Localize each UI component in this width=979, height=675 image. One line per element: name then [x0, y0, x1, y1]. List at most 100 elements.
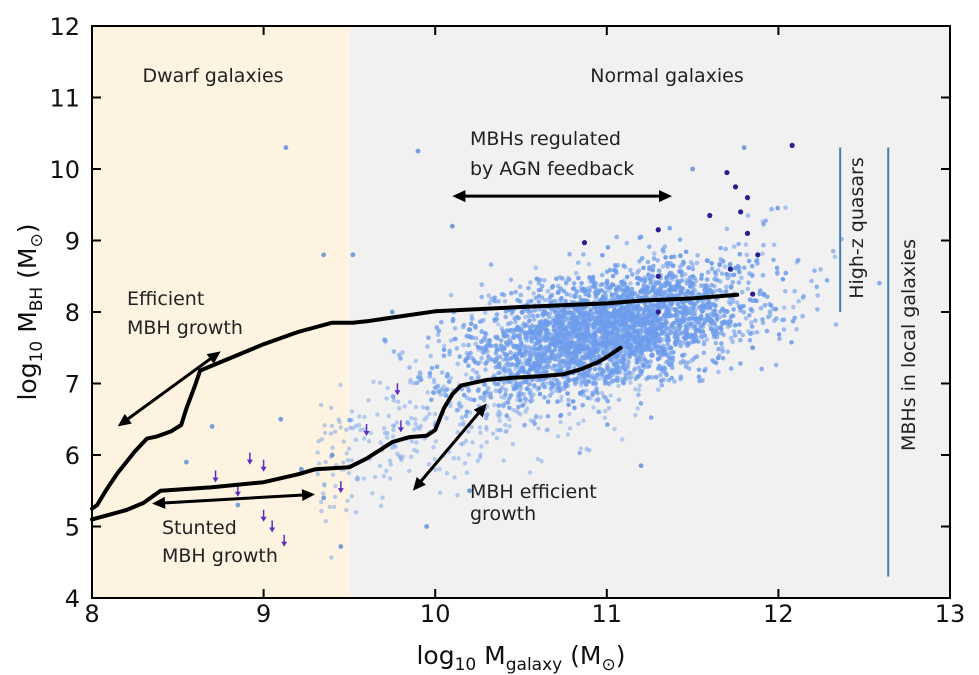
scatter-point [777, 336, 782, 342]
scatter-point [587, 285, 593, 290]
scatter-point [656, 338, 661, 344]
scatter-point [479, 355, 485, 361]
scatter-point [686, 265, 691, 271]
scatter-point [388, 476, 393, 481]
scatter-point [592, 318, 597, 323]
upper-limit-head [246, 459, 253, 465]
scatter-point [349, 494, 354, 499]
scatter-point [700, 302, 705, 308]
y-tick-label: 7 [65, 371, 80, 399]
scatter-point [407, 468, 412, 474]
scatter-point [623, 377, 628, 383]
scatter-point [567, 310, 572, 315]
scatter-point [567, 411, 572, 417]
scatter-point [538, 415, 543, 420]
scatter-point [705, 269, 711, 275]
scatter-point [547, 364, 552, 369]
scatter-point [594, 295, 599, 301]
scatter-point [557, 330, 563, 336]
scatter-point [628, 380, 633, 385]
scatter-point [496, 299, 501, 304]
scatter-point [370, 491, 375, 496]
scatter-point [670, 276, 675, 282]
scatter-point [576, 421, 581, 426]
scatter-point [749, 324, 755, 329]
arrow-shaft [417, 409, 483, 485]
scatter-point [558, 398, 564, 403]
scatter-point [386, 413, 391, 419]
scatter-point [698, 334, 704, 339]
upper-limit-markers [212, 383, 404, 547]
scatter-point [513, 289, 518, 295]
scatter-point [774, 265, 780, 271]
scatter-point [809, 278, 814, 284]
scatter-point [551, 327, 557, 333]
scatter-point [445, 371, 451, 377]
scatter-point [647, 308, 653, 313]
scatter-point [350, 425, 355, 431]
scatter-point [426, 335, 431, 341]
scatter-point [661, 324, 667, 329]
scatter-point [558, 356, 563, 362]
scatter-point [366, 439, 372, 444]
scatter-point [641, 291, 647, 296]
scatter-point [552, 317, 557, 323]
scatter-point [704, 277, 710, 282]
scatter-point [722, 264, 728, 270]
scatter-point [411, 381, 416, 386]
scatter-point [704, 258, 710, 263]
scatter-point [454, 346, 460, 351]
scatter-point [525, 351, 530, 357]
scatter-point [593, 344, 599, 350]
scatter-point [522, 422, 528, 428]
scatter-point [612, 297, 617, 302]
scatter-point [722, 319, 727, 325]
scatter-point [616, 383, 621, 388]
annotation-mbh-efficient-line1: MBH efficient [470, 481, 597, 503]
scatter-point [617, 341, 622, 346]
scatter-point [371, 379, 376, 384]
scatter-point [737, 269, 742, 275]
scatter-point [723, 289, 729, 294]
scatter-point [463, 413, 469, 419]
outlier-point [741, 145, 747, 150]
scatter-point [635, 328, 641, 333]
scatter-point [578, 310, 583, 316]
scatter-point [545, 319, 550, 325]
scatter-point [594, 385, 599, 391]
scatter-point [502, 351, 507, 357]
scatter-point [553, 368, 559, 373]
scatter-point [497, 418, 502, 423]
scatter-point [648, 359, 653, 364]
scatter-point [621, 353, 626, 359]
scatter-point [524, 338, 529, 343]
scatter-point [520, 309, 525, 315]
scatter-point [484, 424, 489, 430]
scatter-point [648, 324, 654, 330]
scatter-point [479, 282, 485, 287]
scatter-point [591, 279, 596, 285]
scatter-point [476, 347, 481, 352]
scatter-point [641, 362, 647, 368]
y-tick-label: 8 [65, 299, 80, 327]
scatter-point [466, 388, 472, 393]
scatter-point [669, 306, 674, 311]
scatter-point [425, 344, 430, 349]
scatter-point [714, 313, 719, 318]
scatter-point [487, 301, 493, 306]
scatter-point [555, 434, 561, 439]
scatter-point [384, 435, 390, 440]
upper-limit-arrow [281, 534, 288, 547]
outlier-point [329, 452, 335, 458]
scatter-point [637, 341, 643, 346]
scatter-point [509, 290, 514, 296]
scatter-point [395, 451, 400, 456]
scatter-point [500, 348, 505, 353]
scatter-point [490, 431, 496, 436]
annotation-agn-line2: by AGN feedback [470, 158, 634, 180]
scatter-point [619, 310, 624, 316]
scatter-point [557, 275, 563, 280]
scatter-point [498, 338, 504, 343]
scatter-point [409, 416, 414, 421]
scatter-point [728, 366, 734, 371]
